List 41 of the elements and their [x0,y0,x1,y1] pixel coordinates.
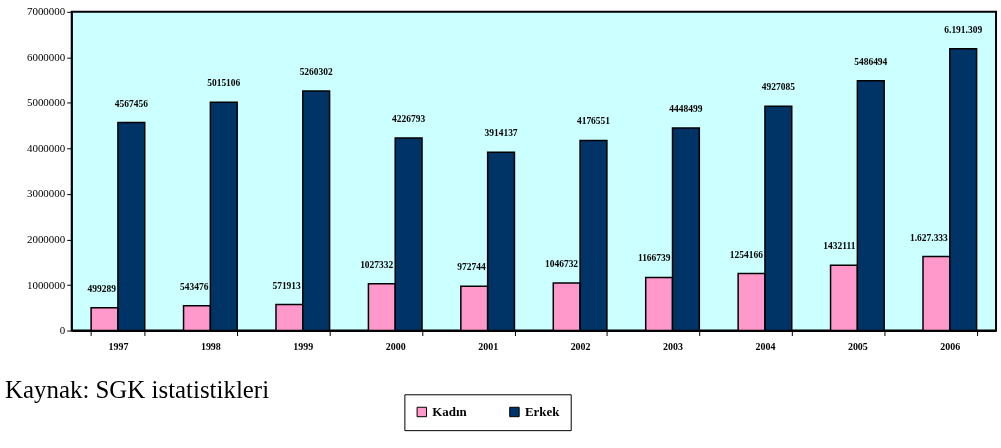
data-label: 4226793 [392,114,426,125]
data-label: 571913 [272,280,302,291]
data-label: 5260302 [299,67,333,78]
data-label: 1.627.333 [910,232,949,243]
data-label: 4448499 [669,104,703,115]
x-tick-label: 2005 [847,340,868,352]
data-label: 972744 [457,262,486,273]
x-tick-label: 2004 [755,340,776,352]
data-label: 1166739 [637,253,671,264]
data-label: 1432111 [823,241,856,252]
y-tick-label: 2000000 [26,232,66,245]
data-label: 4567456 [114,98,149,109]
data-label: 1027332 [360,259,394,270]
data-label: 6.191.309 [944,24,983,35]
data-label: 543476 [180,281,209,292]
data-label: 499289 [87,283,117,294]
legend-label: Kadın [432,403,467,419]
x-tick-label: 2006 [940,340,961,352]
data-label: 4927085 [761,82,796,93]
x-tick-label: 1998 [200,340,221,352]
y-tick-label: 7000000 [26,5,66,18]
y-tick-label: 6000000 [26,50,66,63]
x-tick-label: 1999 [293,340,314,352]
text: Kaynak: SGK istatistikleri [4,376,270,404]
data-label: 1254166 [729,249,764,260]
data-label: 5486494 [854,56,888,67]
x-tick-label: 2002 [570,340,591,352]
x-tick-label: 2003 [663,340,683,352]
data-label: 4176551 [576,116,611,127]
y-tick-label: 5000000 [26,96,66,109]
data-label: 3914137 [484,128,518,139]
x-tick-label: 1997 [108,340,129,352]
legend-label: Erkek [524,403,561,419]
y-tick-label: 0 [59,324,66,337]
y-tick-label: 3000000 [26,187,66,200]
x-tick-label: 2000 [385,340,406,352]
y-tick-label: 1000000 [26,278,66,291]
data-label: 5015106 [207,78,241,89]
y-tick-label: 4000000 [26,141,66,154]
data-label: 1046732 [545,258,579,269]
x-tick-label: 2001 [478,340,499,352]
